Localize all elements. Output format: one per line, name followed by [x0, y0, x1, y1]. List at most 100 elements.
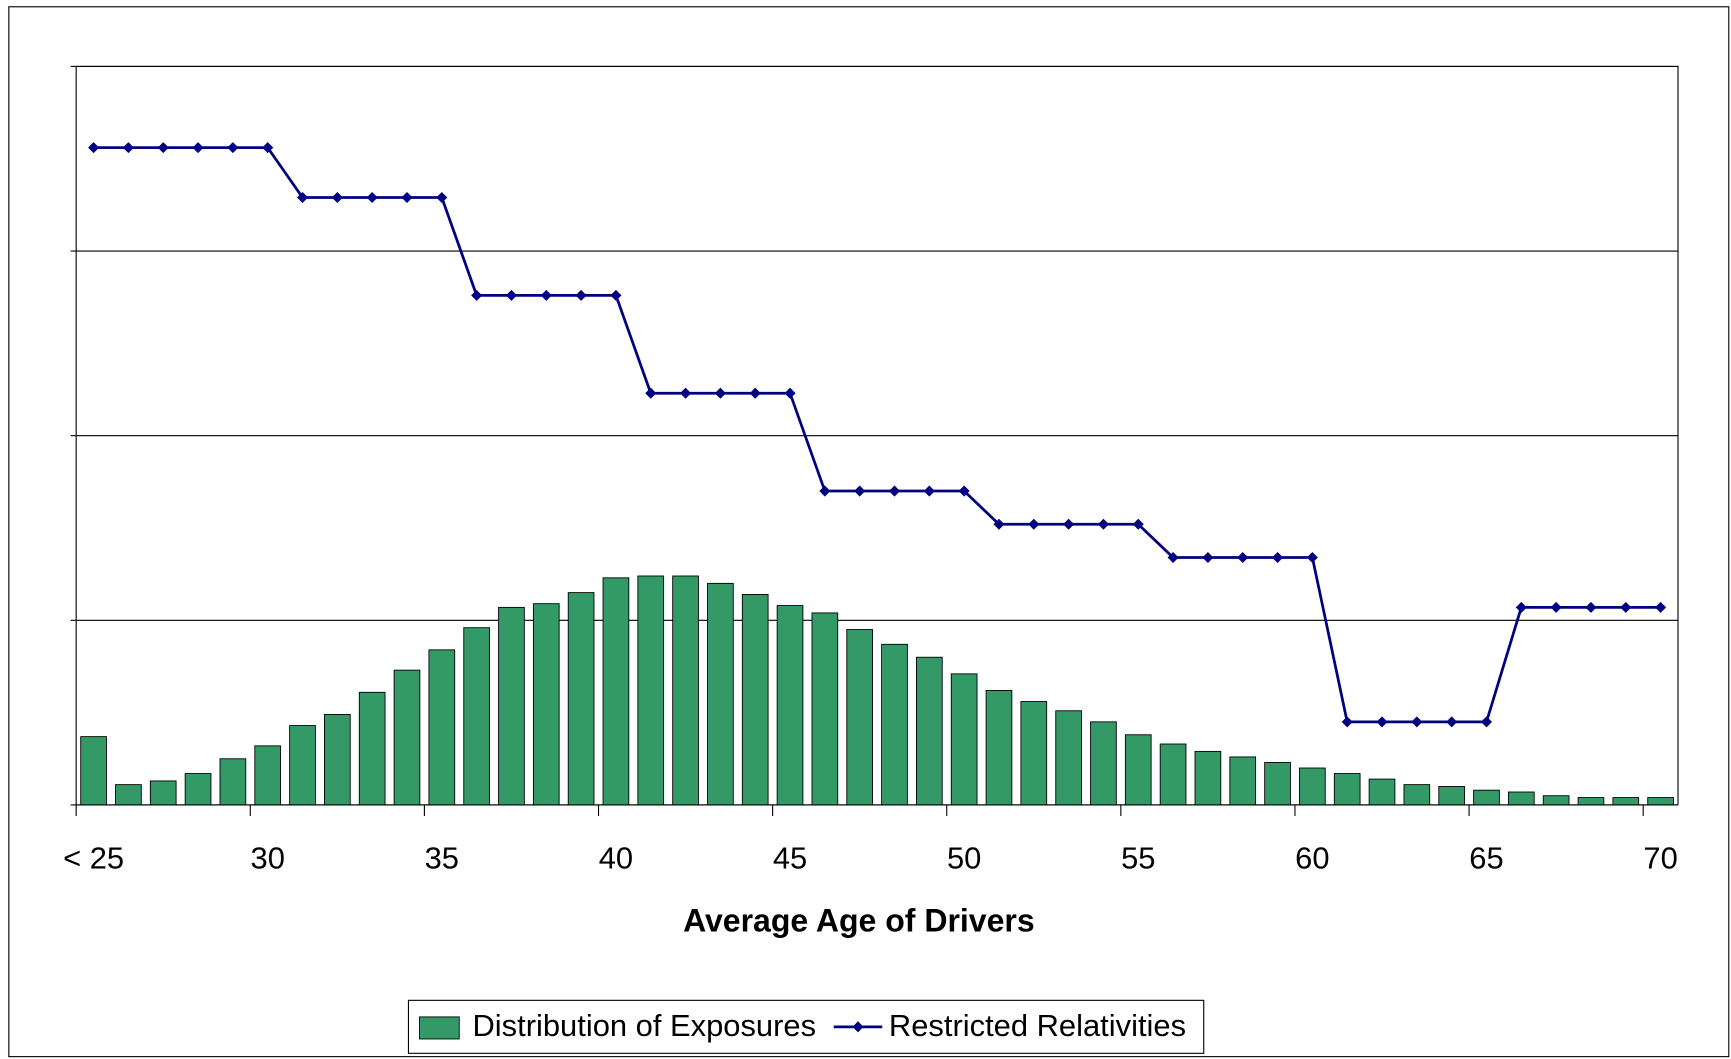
bar: [1368, 778, 1396, 806]
bar: [1229, 756, 1257, 806]
bar: [1020, 701, 1048, 806]
bar: [915, 656, 943, 806]
bar: [776, 605, 804, 806]
line-series: [93, 146, 1661, 724]
x-tick-label: 45: [773, 840, 807, 875]
bar: [811, 612, 839, 806]
bar: [498, 606, 525, 806]
line-marker: [819, 485, 831, 497]
x-tick-label: 55: [1121, 840, 1155, 875]
legend-label: Distribution of Exposures: [472, 1008, 816, 1043]
x-tick-label: < 25: [63, 840, 124, 875]
bar: [741, 594, 769, 806]
line-marker: [540, 289, 552, 301]
line-marker: [122, 142, 134, 154]
line-marker: [993, 518, 1005, 530]
line-marker: [1306, 552, 1318, 564]
x-axis-title: Average Age of Drivers: [683, 903, 1035, 939]
legend: Distribution of Exposures Restricted Rela…: [407, 999, 1205, 1054]
line-marker: [1063, 518, 1075, 530]
bar: [149, 780, 177, 806]
line-marker: [784, 387, 796, 399]
bar: [115, 784, 142, 806]
chart-border: [8, 6, 1730, 1058]
bar: [428, 649, 456, 806]
bar: [80, 736, 107, 806]
line-marker: [575, 289, 587, 301]
line-marker: [1585, 601, 1597, 613]
bar: [1299, 767, 1326, 806]
x-tick-label: 70: [1643, 840, 1677, 875]
bar: [184, 773, 212, 806]
bar: [393, 669, 421, 806]
line-marker: [401, 191, 413, 204]
line-marker: [1515, 601, 1527, 613]
bar: [1333, 773, 1361, 806]
line-marker: [749, 387, 761, 399]
bar: [1612, 797, 1640, 806]
line-marker: [680, 387, 692, 399]
line-marker: [366, 191, 378, 204]
line-marker: [645, 387, 657, 399]
bar: [1542, 795, 1570, 806]
bar: [602, 577, 630, 806]
line-marker: [1480, 716, 1493, 728]
line-marker: [262, 142, 274, 154]
bar: [567, 592, 595, 806]
bar: [672, 575, 699, 806]
bar: [1055, 710, 1082, 806]
x-tick-label: 50: [947, 840, 981, 875]
bar: [1090, 721, 1117, 806]
bar: [1438, 786, 1465, 806]
line-marker: [1655, 601, 1667, 613]
bar: [637, 575, 665, 806]
bar: [1577, 797, 1605, 806]
bar: [1403, 784, 1431, 806]
line-marker: [1620, 601, 1632, 613]
x-tick-label: 60: [1295, 840, 1329, 875]
line-marker: [88, 142, 100, 154]
x-tick-label: 35: [425, 840, 459, 875]
line-marker: [1550, 601, 1562, 613]
bar: [1124, 734, 1152, 806]
bar: [463, 627, 490, 806]
line-marker: [888, 485, 901, 497]
bar: [985, 690, 1013, 806]
legend-swatch: [852, 1021, 864, 1033]
bar: [950, 673, 978, 806]
bar: [707, 582, 734, 806]
bar: [881, 643, 908, 806]
bar: [846, 629, 874, 806]
line-marker: [505, 289, 517, 301]
bar: [1473, 789, 1500, 806]
x-tick-label: 65: [1469, 840, 1503, 875]
bar: [1264, 762, 1291, 806]
line-marker: [1167, 552, 1179, 564]
bar: [289, 725, 316, 806]
line-marker: [436, 191, 448, 204]
line-marker: [1097, 518, 1109, 530]
bar: [219, 758, 247, 806]
line-marker: [1446, 716, 1458, 728]
line-marker: [1202, 552, 1214, 564]
line-marker: [714, 387, 726, 399]
bar: [254, 745, 282, 806]
line-marker: [1028, 518, 1040, 530]
line-marker: [331, 191, 343, 204]
line-marker: [227, 142, 239, 154]
line-marker: [157, 142, 169, 154]
line-marker: [958, 485, 970, 497]
legend-swatch: [419, 1016, 460, 1040]
bar: [324, 714, 351, 806]
line-marker: [854, 485, 866, 497]
line-marker: [1341, 716, 1353, 728]
x-tick-label: 40: [599, 840, 633, 875]
legend-box: [407, 999, 1205, 1054]
line-marker: [192, 142, 204, 154]
legend-label: Restricted Relativities: [889, 1008, 1186, 1043]
line-marker: [1376, 716, 1388, 728]
line-marker: [1272, 552, 1284, 564]
x-tick-label: 30: [251, 840, 285, 875]
